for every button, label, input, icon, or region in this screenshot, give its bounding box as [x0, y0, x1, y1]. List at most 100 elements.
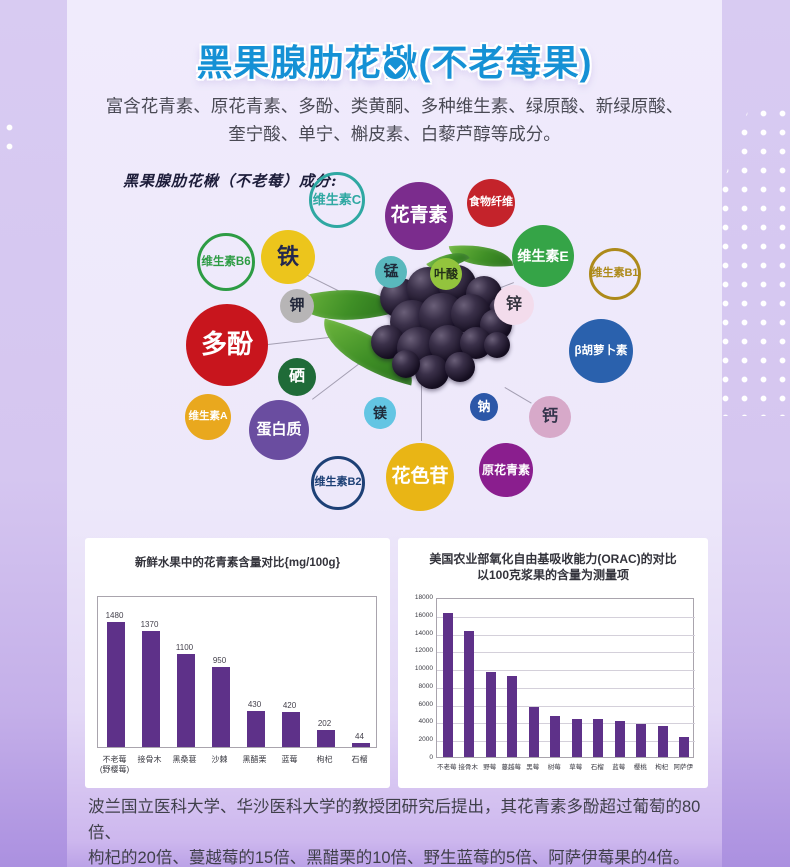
polka-dots-decoration-left — [0, 118, 15, 162]
bar-value-label: 202 — [317, 718, 332, 728]
nutrient-bubble: 硒 — [278, 358, 316, 396]
nutrient-bubble: 叶酸 — [430, 258, 462, 290]
bar — [141, 631, 160, 747]
bar — [316, 729, 335, 747]
nutrient-bubble: 钙 — [529, 396, 571, 438]
category-label: 不老莓 — [437, 764, 457, 771]
nutrient-bubble: 维生素E — [512, 225, 574, 287]
nutrient-bubble: 食物纤维 — [467, 179, 515, 227]
nutrient-bubble: 蛋白质 — [249, 400, 309, 460]
y-tick-label: 8000 — [418, 682, 433, 690]
category-label: 石榴 — [590, 764, 604, 771]
bar — [507, 676, 518, 757]
anthocyanin-chart-title: 新鲜水果中的花青素含量对比{mg/100g} — [134, 557, 341, 569]
category-label: 蔓越莓 — [501, 764, 522, 771]
bar-value-label: 420 — [282, 700, 297, 710]
bar-value-label: 950 — [212, 655, 227, 665]
berry — [415, 355, 449, 389]
bar — [571, 718, 582, 757]
category-label: 石榴 — [351, 755, 368, 764]
nutrient-bubble: 多酚 — [186, 304, 268, 386]
orac-plot-area — [436, 598, 695, 758]
chevron-down-icon — [384, 57, 406, 79]
diagram-caption: 黑果腺肋花楸（不老莓）成分: — [123, 172, 338, 190]
bar-value-label: 1100 — [175, 643, 194, 653]
orac-chart-card: 美国农业部氧化自由基吸收能力(ORAC)的对比 以100克浆果的含量为测量项 0… — [398, 538, 708, 788]
bar — [464, 630, 475, 757]
category-label: 阿萨伊 — [673, 764, 694, 771]
category-label: 沙棘 — [211, 755, 228, 764]
bar — [442, 613, 453, 757]
nutrient-bubble: 锰 — [375, 256, 407, 288]
category-label: 草莓 — [569, 764, 583, 771]
bar — [106, 622, 125, 747]
y-tick-label: 14000 — [414, 629, 433, 637]
nutrient-bubble: 原花青素 — [479, 443, 533, 497]
category-label: 黑桑葚 — [172, 755, 197, 764]
category-label: 蓝莓 — [281, 755, 298, 764]
y-tick-label: 0 — [429, 754, 433, 761]
gridline — [437, 705, 695, 707]
category-label: 蓝莓 — [612, 764, 626, 771]
gridline — [437, 741, 695, 743]
intro-line-2: 奎宁酸、单宁、槲皮素、白藜芦醇等成分。 — [228, 124, 561, 144]
intro-line-1: 富含花青素、原花青素、多酚、类黄酮、多种维生素、绿原酸、新绿原酸、 — [105, 96, 684, 116]
nutrient-bubble: 锌 — [494, 285, 534, 325]
category-label: 接骨木 — [458, 764, 479, 771]
category-label: 黑莓 — [526, 764, 540, 771]
nutrient-bubble: 钠 — [470, 393, 498, 421]
nutrient-bubble: 维生素B2 — [311, 456, 365, 510]
bar — [614, 720, 625, 757]
footer-line-1: 波兰国立医科大学、华沙医科大学的教授团研究后提出，其花青素多酚超过葡萄的80倍、 — [88, 798, 701, 842]
bar — [246, 710, 265, 747]
nutrient-bubble: 维生素B6 — [197, 233, 255, 291]
y-tick-label: 4000 — [418, 718, 433, 726]
nutrient-bubble: 维生素A — [185, 394, 231, 440]
bar — [485, 671, 496, 757]
bar — [176, 654, 195, 747]
category-label: 樱桃 — [633, 764, 647, 771]
bar — [679, 736, 690, 757]
bar — [281, 711, 300, 747]
y-tick-label: 10000 — [414, 665, 433, 673]
y-tick-label: 18000 — [414, 594, 433, 601]
berry — [484, 332, 510, 358]
category-label: 树莓 — [547, 764, 561, 771]
nutrient-bubble: 铁 — [261, 230, 315, 284]
berry — [392, 350, 420, 378]
y-tick-label: 2000 — [418, 736, 433, 744]
nutrient-bubble: 镁 — [364, 397, 396, 429]
bar — [593, 718, 604, 757]
nutrient-bubble: 花色苷 — [386, 443, 454, 511]
intro-paragraph: 富含花青素、原花青素、多酚、类黄酮、多种维生素、绿原酸、新绿原酸、 奎宁酸、单宁… — [67, 92, 722, 148]
category-label: 不老莓 (野樱莓) — [99, 755, 130, 775]
anthocyanin-chart-card: 新鲜水果中的花青素含量对比{mg/100g} 1480 不老莓 (野樱莓) 1370… — [85, 538, 390, 788]
nutrient-bubble: 维生素C — [309, 172, 365, 228]
bar-value-label: 1370 — [140, 620, 159, 630]
footer-paragraph: 波兰国立医科大学、华沙医科大学的教授团研究后提出，其花青素多酚超过葡萄的80倍、… — [88, 795, 722, 867]
bar-value-label: 430 — [247, 699, 262, 709]
gridline — [437, 723, 695, 725]
orac-chart-subtitle: 以100克浆果的含量为测量项 — [476, 568, 630, 582]
orac-chart-title: 美国农业部氧化自由基吸收能力(ORAC)的对比 — [429, 552, 677, 566]
gridline — [437, 616, 695, 618]
nutrient-bubble: 花青素 — [385, 182, 453, 250]
category-label: 接骨木 — [137, 755, 162, 764]
gridline — [437, 687, 695, 689]
category-label: 黑醋栗 — [242, 755, 267, 764]
bar — [550, 716, 561, 757]
anthocyanin-plot-area — [97, 596, 377, 748]
bar-value-label: 1480 — [105, 611, 124, 621]
y-tick-label: 6000 — [418, 700, 433, 708]
nutrient-bubble: 维生素B1 — [589, 248, 641, 300]
bar — [657, 726, 668, 757]
bar — [636, 724, 647, 757]
gridline — [437, 652, 695, 654]
category-label: 枸杞 — [655, 764, 669, 771]
gridline — [437, 634, 695, 636]
bar — [351, 743, 370, 747]
nutrient-bubble: 钾 — [280, 289, 314, 323]
bar — [528, 706, 539, 757]
bar — [211, 666, 230, 747]
